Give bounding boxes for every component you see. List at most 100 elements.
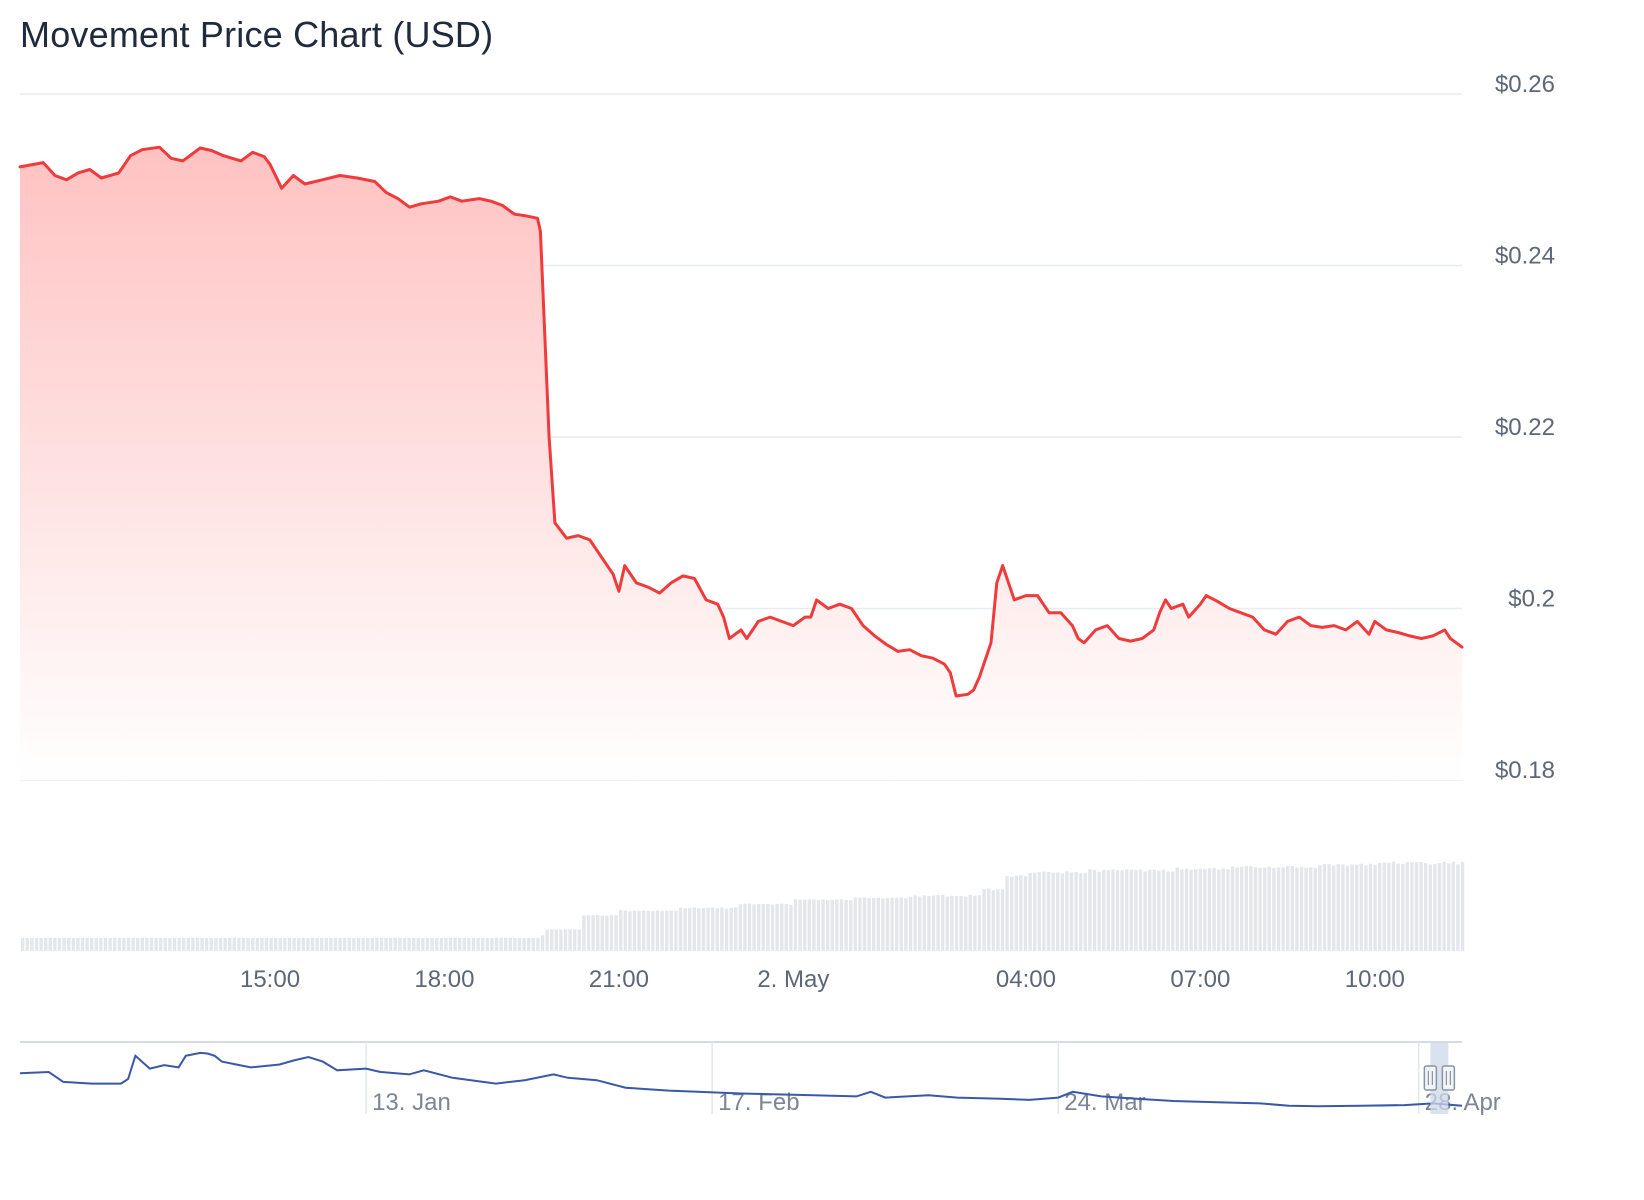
price-point[interactable] xyxy=(1170,607,1173,610)
price-point[interactable] xyxy=(780,620,783,623)
price-point[interactable] xyxy=(408,206,411,209)
price-point[interactable] xyxy=(827,607,830,610)
price-point[interactable] xyxy=(850,607,853,610)
price-point[interactable] xyxy=(1164,598,1167,601)
price-point[interactable] xyxy=(757,620,760,623)
price-point[interactable] xyxy=(1199,603,1202,606)
price-point[interactable] xyxy=(489,200,492,203)
price-point[interactable] xyxy=(536,217,539,220)
price-point[interactable] xyxy=(577,534,580,537)
price-point[interactable] xyxy=(611,573,614,576)
price-point[interactable] xyxy=(803,615,806,618)
price-point[interactable] xyxy=(705,598,708,601)
price-point[interactable] xyxy=(1274,633,1277,636)
price-point[interactable] xyxy=(745,637,748,640)
price-point[interactable] xyxy=(1141,637,1144,640)
price-point[interactable] xyxy=(1408,634,1411,637)
price-point[interactable] xyxy=(908,648,911,651)
price-point[interactable] xyxy=(1443,628,1446,631)
price-point[interactable] xyxy=(222,154,225,157)
price-point[interactable] xyxy=(1286,620,1289,623)
price-point[interactable] xyxy=(1158,611,1161,614)
price-point[interactable] xyxy=(420,202,423,205)
price-point[interactable] xyxy=(1356,620,1359,623)
price-point[interactable] xyxy=(1077,637,1080,640)
price-point[interactable] xyxy=(1449,637,1452,640)
price-point[interactable] xyxy=(693,577,696,580)
price-point[interactable] xyxy=(1117,637,1120,640)
price-point[interactable] xyxy=(292,174,295,177)
price-point[interactable] xyxy=(670,581,673,584)
price-point[interactable] xyxy=(931,657,934,660)
price-point[interactable] xyxy=(53,174,56,177)
price-point[interactable] xyxy=(460,200,463,203)
price-point[interactable] xyxy=(920,654,923,657)
price-point[interactable] xyxy=(263,155,266,158)
navigator-handle[interactable] xyxy=(1423,1065,1456,1091)
price-point[interactable] xyxy=(1385,628,1388,631)
price-point[interactable] xyxy=(1094,628,1097,631)
price-point[interactable] xyxy=(1205,594,1208,597)
price-point[interactable] xyxy=(88,168,91,171)
price-point[interactable] xyxy=(838,603,841,606)
price-point[interactable] xyxy=(1239,611,1242,614)
price-point[interactable] xyxy=(681,574,684,577)
price-point[interactable] xyxy=(1071,624,1074,627)
price-point[interactable] xyxy=(623,564,626,567)
price-point[interactable] xyxy=(239,159,242,162)
price-point[interactable] xyxy=(18,165,21,168)
price-point[interactable] xyxy=(949,671,952,674)
price-point[interactable] xyxy=(1129,639,1132,642)
price-point[interactable] xyxy=(1181,603,1184,606)
price-point[interactable] xyxy=(199,146,202,149)
price-point[interactable] xyxy=(77,171,80,174)
price-point[interactable] xyxy=(768,615,771,618)
price-point[interactable] xyxy=(268,163,271,166)
price-point[interactable] xyxy=(1263,628,1266,631)
navigator[interactable]: 13. Jan 17. Feb 24. Mar 28. Apr xyxy=(19,1041,1501,1116)
navigator-handle-right[interactable] xyxy=(1441,1065,1456,1091)
price-point[interactable] xyxy=(1007,581,1010,584)
price-point[interactable] xyxy=(966,693,969,696)
price-point[interactable] xyxy=(1216,600,1219,603)
price-point[interactable] xyxy=(251,151,254,154)
price-point[interactable] xyxy=(158,146,161,149)
price-point[interactable] xyxy=(815,598,818,601)
price-point[interactable] xyxy=(437,200,440,203)
price-point[interactable] xyxy=(600,555,603,558)
price-point[interactable] xyxy=(303,182,306,185)
price-point[interactable] xyxy=(1228,607,1231,610)
price-point[interactable] xyxy=(129,154,132,157)
price-point[interactable] xyxy=(1367,633,1370,636)
price-point[interactable] xyxy=(955,694,958,697)
navigator-selection[interactable] xyxy=(1430,1042,1449,1114)
price-point[interactable] xyxy=(873,634,876,637)
price-point[interactable] xyxy=(989,641,992,644)
price-point[interactable] xyxy=(1373,620,1376,623)
price-point[interactable] xyxy=(809,615,812,618)
price-point[interactable] xyxy=(1344,628,1347,631)
price-point[interactable] xyxy=(1460,645,1463,648)
price-point[interactable] xyxy=(524,214,527,217)
price-point[interactable] xyxy=(449,195,452,198)
price-point[interactable] xyxy=(356,176,359,179)
price-point[interactable] xyxy=(1420,637,1423,640)
price-point[interactable] xyxy=(117,171,120,174)
price-point[interactable] xyxy=(972,688,975,691)
price-point[interactable] xyxy=(210,149,213,152)
price-line-group[interactable] xyxy=(18,145,1464,698)
price-point[interactable] xyxy=(896,650,899,653)
price-point[interactable] xyxy=(658,591,661,594)
price-point[interactable] xyxy=(280,187,283,190)
price-point[interactable] xyxy=(1396,631,1399,634)
price-point[interactable] xyxy=(1024,594,1027,597)
price-point[interactable] xyxy=(1036,594,1039,597)
price-point[interactable] xyxy=(501,204,504,207)
price-point[interactable] xyxy=(1013,598,1016,601)
price-point[interactable] xyxy=(478,197,481,200)
price-point[interactable] xyxy=(722,615,725,618)
price-point[interactable] xyxy=(1431,634,1434,637)
price-point[interactable] xyxy=(100,176,103,179)
price-point[interactable] xyxy=(943,663,946,666)
